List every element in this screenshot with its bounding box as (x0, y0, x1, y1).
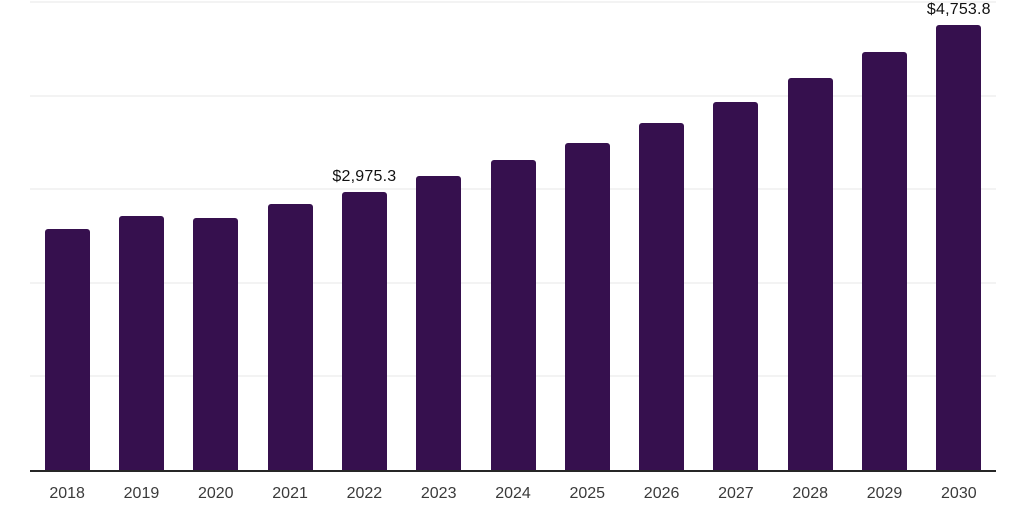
gridline (30, 94, 996, 97)
bar-2018 (44, 229, 90, 470)
x-tick-label-2024: 2024 (495, 485, 531, 502)
data-label-2022: $2,975.3 (332, 167, 397, 185)
x-tick-label-2028: 2028 (792, 485, 828, 502)
x-tick-label-2030: 2030 (941, 485, 977, 502)
x-axis-line (30, 470, 996, 472)
x-tick-label-2021: 2021 (272, 485, 308, 502)
bar-2020 (193, 218, 239, 470)
bar-2029 (862, 52, 908, 470)
bar-2027 (713, 102, 759, 470)
x-tick-label-2019: 2019 (123, 485, 160, 502)
x-tick-label-2027: 2027 (718, 485, 754, 502)
x-tick-label-2025: 2025 (569, 485, 606, 502)
x-tick-label-2029: 2029 (866, 485, 903, 502)
x-tick-label-2023: 2023 (420, 485, 457, 502)
bar-2030 (936, 25, 982, 470)
bar-2026 (639, 123, 685, 470)
bar-2021 (267, 204, 313, 470)
x-tick-label-2018: 2018 (49, 485, 85, 502)
bar-2025 (564, 142, 610, 470)
x-tick-label-2026: 2026 (643, 485, 680, 502)
x-tick-label-2020: 2020 (197, 485, 234, 502)
bar-2028 (787, 77, 833, 470)
gridline (30, 1, 996, 3)
bar-2022 (341, 191, 387, 470)
x-axis-labels: 2018 2019 2020 2021 2022 2023 2024 2025 2026 2027… (30, 485, 996, 505)
plot-area: $2,975.3 $4,753.8 (30, 1, 996, 470)
data-label-2030: $4,753.8 (926, 1, 991, 19)
bar-2023 (416, 176, 462, 470)
bar-2024 (490, 159, 536, 470)
x-tick-label-2022: 2022 (346, 485, 383, 502)
bar-2019 (118, 215, 164, 470)
